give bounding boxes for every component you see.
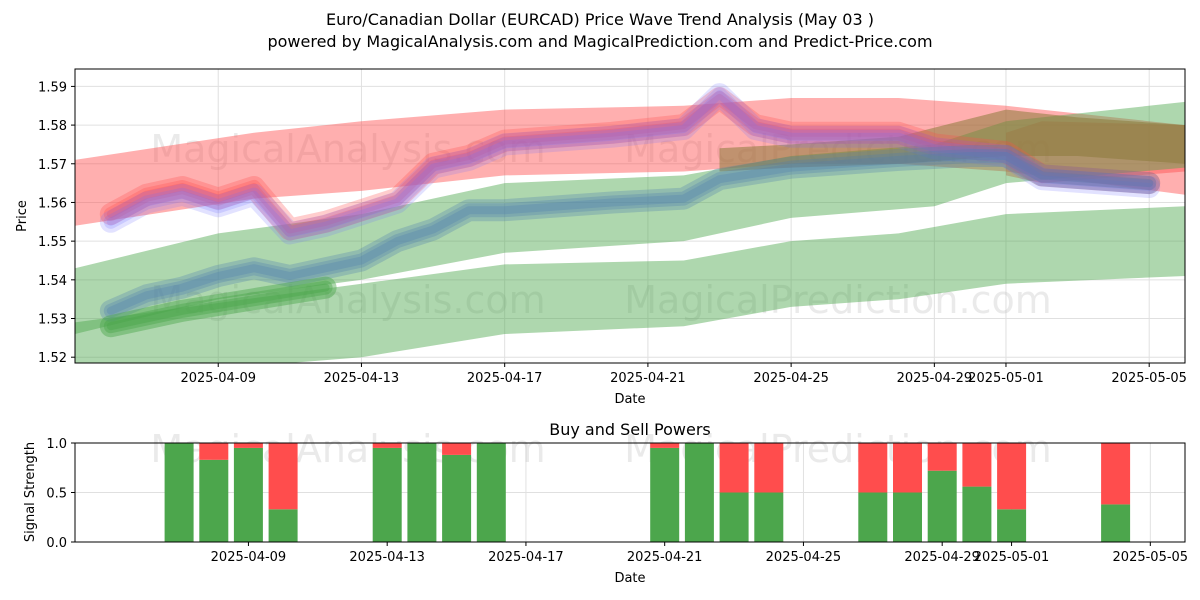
x-tick-label: 2025-04-21 [610,371,686,386]
buy-bar [962,486,992,542]
wave-line [103,91,1157,237]
buy-bar [199,459,229,542]
wave-line [99,276,337,338]
signal-x-axis-label: Date [614,571,645,586]
sell-bar [719,443,749,493]
buy-bar [650,447,680,542]
buy-bar [372,447,402,542]
buy-bar [164,443,194,542]
price-ticks: 2025-04-09 2025-04-13 2025-04-17 2025-04-21… [38,80,1187,386]
buy-bar [858,492,888,542]
signal-y-axis-label: Signal Strength [23,442,38,542]
buy-bar [927,470,957,542]
signal-ticks: 2025-04-09 2025-04-13 2025-04-17 2025-04-21… [46,437,1188,565]
x-tick-label: 2025-04-13 [349,550,425,565]
figure-subtitle: powered by MagicalAnalysis.com and Magic… [267,32,932,51]
price-x-axis-label: Date [614,392,645,407]
sell-bar [997,443,1027,510]
sell-bar [199,443,229,460]
price-axes-frame [74,68,1186,364]
wave-line [103,87,1157,241]
buy-bar [407,443,437,542]
wave-line [106,90,1154,238]
x-tick-label: 2025-05-05 [1113,550,1189,565]
y-tick-label: 0.0 [46,536,67,551]
signal-chart-title: Buy and Sell Powers [549,420,711,439]
trend-band [75,98,1185,226]
buy-bar [719,492,749,542]
y-tick-label: 1.59 [38,80,67,95]
wave-line [103,149,1157,318]
price-grid [75,69,1185,363]
trend-band [75,206,1185,363]
buy-bar [893,492,922,542]
price-y-axis-label: Price [15,200,30,232]
trend-band [719,109,1185,172]
y-tick-label: 1.55 [38,235,67,250]
x-tick-label: 2025-05-05 [1111,371,1187,386]
x-tick-label: 2025-04-25 [766,550,842,565]
x-tick-label: 2025-04-21 [627,550,703,565]
sell-bar [268,443,298,510]
x-tick-label: 2025-04-17 [467,371,543,386]
sell-bar [650,443,680,448]
watermark-text: MagicalAnalysis.com [150,127,545,171]
x-tick-label: 2025-05-01 [974,550,1050,565]
buy-bar [233,447,263,542]
buy-bar [1101,504,1131,542]
wave-line [106,94,1154,234]
watermark-text: MagicalAnalysis.com [150,278,545,322]
sell-bar [233,443,263,448]
buy-bar [997,509,1027,542]
buy-bar [684,443,714,542]
y-tick-label: 1.57 [38,158,67,173]
sell-bar [754,443,784,493]
buy-bar [476,443,506,542]
signal-plot-area [164,443,1131,542]
wave-line [103,280,333,334]
price-plot-area [75,83,1185,363]
x-tick-label: 2025-04-25 [753,371,829,386]
watermark-text: MagicalPrediction.com [624,278,1052,322]
sell-bar [858,443,888,493]
x-tick-label: 2025-05-01 [968,371,1044,386]
wave-line [99,83,1161,245]
wave-line [106,283,330,331]
buy-bar [268,509,298,542]
wave-line [99,87,1161,241]
wave-line [99,145,1161,322]
sell-bar [927,443,957,471]
x-tick-label: 2025-04-29 [897,371,973,386]
buy-bar [754,492,784,542]
price-chart: MagicalAnalysis.com MagicalPrediction.co… [15,68,1187,407]
y-tick-label: 0.5 [46,487,67,502]
y-tick-label: 1.54 [38,274,67,289]
x-tick-label: 2025-04-09 [211,550,287,565]
x-tick-label: 2025-04-09 [180,371,256,386]
x-tick-label: 2025-04-17 [488,550,564,565]
y-tick-label: 1.53 [38,313,67,328]
wave-line [106,152,1154,315]
x-tick-label: 2025-04-13 [324,371,400,386]
y-tick-label: 1.56 [38,196,67,211]
y-tick-label: 1.52 [38,351,67,366]
sell-bar [1101,443,1131,505]
sell-bar [893,443,922,493]
sell-bar [962,443,992,487]
figure-title: Euro/Canadian Dollar (EURCAD) Price Wave… [326,10,874,29]
y-tick-label: 1.58 [38,119,67,134]
signal-chart: Buy and Sell Powers MagicalAnalysis.com … [23,420,1188,586]
buy-bar [442,454,472,542]
x-tick-label: 2025-04-29 [904,550,980,565]
y-tick-label: 1.0 [46,437,67,452]
sell-bar [372,443,402,448]
sell-bar [442,443,472,455]
